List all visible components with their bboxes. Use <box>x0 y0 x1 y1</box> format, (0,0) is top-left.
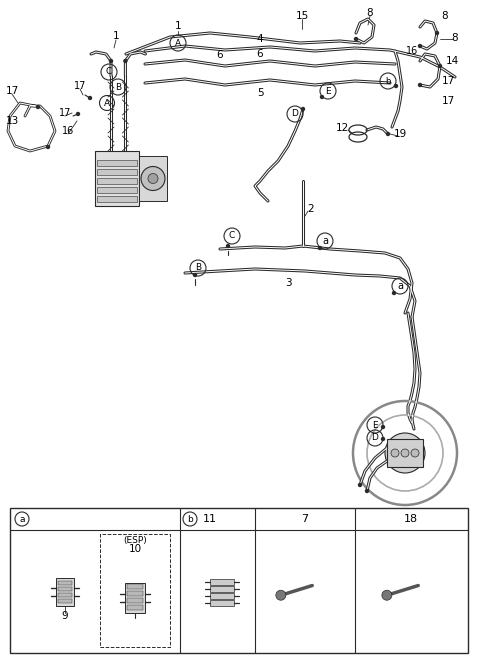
Bar <box>95 151 139 206</box>
Bar <box>58 587 72 591</box>
Text: 16: 16 <box>406 46 418 56</box>
Circle shape <box>418 44 422 48</box>
Bar <box>10 508 468 653</box>
Circle shape <box>46 145 50 149</box>
Circle shape <box>385 433 425 473</box>
Text: B: B <box>195 264 201 272</box>
Bar <box>97 196 137 202</box>
Bar <box>387 439 423 467</box>
Text: a: a <box>397 281 403 291</box>
Circle shape <box>148 173 158 184</box>
Text: 8: 8 <box>452 33 458 43</box>
Circle shape <box>320 95 324 99</box>
Circle shape <box>401 449 409 457</box>
Text: C: C <box>229 231 235 241</box>
Text: E: E <box>325 87 331 95</box>
Bar <box>97 169 137 175</box>
Circle shape <box>36 105 40 109</box>
Text: 17: 17 <box>59 108 71 118</box>
Text: D: D <box>291 110 299 118</box>
Text: A: A <box>175 38 181 48</box>
Bar <box>97 178 137 184</box>
Circle shape <box>193 273 197 277</box>
Circle shape <box>318 246 322 251</box>
Bar <box>127 591 143 596</box>
Bar <box>127 584 143 589</box>
Text: a: a <box>19 514 25 524</box>
Circle shape <box>123 59 128 63</box>
Text: D: D <box>372 434 378 442</box>
Text: 8: 8 <box>442 11 448 21</box>
Text: 18: 18 <box>404 514 418 524</box>
Circle shape <box>418 83 422 87</box>
Circle shape <box>381 425 385 429</box>
Circle shape <box>411 449 419 457</box>
Text: 3: 3 <box>285 278 291 288</box>
Circle shape <box>226 244 230 248</box>
Text: 19: 19 <box>394 129 407 139</box>
Circle shape <box>435 31 439 35</box>
Text: 1: 1 <box>113 31 120 41</box>
Text: 17: 17 <box>442 96 455 106</box>
Bar <box>97 187 137 193</box>
Text: (ESP): (ESP) <box>123 537 147 545</box>
Text: 17: 17 <box>442 76 455 86</box>
Text: 17: 17 <box>74 81 86 91</box>
Text: 13: 13 <box>5 116 19 126</box>
Circle shape <box>88 96 92 100</box>
Bar <box>58 581 72 585</box>
Circle shape <box>391 449 399 457</box>
Circle shape <box>76 112 80 116</box>
Circle shape <box>276 590 286 600</box>
Circle shape <box>392 291 396 295</box>
Text: 16: 16 <box>62 126 74 136</box>
Bar <box>58 593 72 597</box>
Text: 8: 8 <box>367 8 373 18</box>
Text: 7: 7 <box>301 514 309 524</box>
Circle shape <box>381 437 385 441</box>
Bar <box>127 598 143 603</box>
Bar <box>56 578 74 606</box>
Text: 9: 9 <box>62 611 68 621</box>
Text: A: A <box>104 98 110 108</box>
Bar <box>139 156 167 201</box>
Text: 12: 12 <box>336 123 348 133</box>
Text: B: B <box>115 83 121 91</box>
Circle shape <box>382 590 392 600</box>
Bar <box>100 534 170 647</box>
Text: 6: 6 <box>257 49 264 59</box>
Circle shape <box>386 132 390 136</box>
Text: b: b <box>385 77 391 85</box>
Bar <box>210 586 234 592</box>
Text: 17: 17 <box>5 86 19 96</box>
Text: E: E <box>372 420 378 430</box>
Circle shape <box>301 107 305 111</box>
Text: 2: 2 <box>308 204 314 214</box>
Circle shape <box>438 64 442 68</box>
Bar <box>125 583 145 613</box>
Bar <box>210 579 234 585</box>
Bar <box>127 605 143 610</box>
Text: 5: 5 <box>257 88 264 98</box>
Bar <box>210 593 234 599</box>
Text: 14: 14 <box>445 56 458 66</box>
Circle shape <box>109 59 113 63</box>
Text: b: b <box>187 514 193 524</box>
Text: 4: 4 <box>257 34 264 44</box>
Text: 10: 10 <box>129 544 142 554</box>
Circle shape <box>394 84 398 88</box>
Text: 15: 15 <box>295 11 309 21</box>
Bar <box>210 600 234 606</box>
Text: a: a <box>322 236 328 246</box>
Circle shape <box>354 37 358 41</box>
Circle shape <box>141 167 165 190</box>
Text: 11: 11 <box>203 514 217 524</box>
Circle shape <box>358 483 362 487</box>
Text: 6: 6 <box>216 50 223 60</box>
Bar <box>97 160 137 166</box>
Text: 1: 1 <box>175 21 181 31</box>
Text: C: C <box>106 67 112 77</box>
Bar <box>58 599 72 603</box>
Circle shape <box>365 488 369 493</box>
